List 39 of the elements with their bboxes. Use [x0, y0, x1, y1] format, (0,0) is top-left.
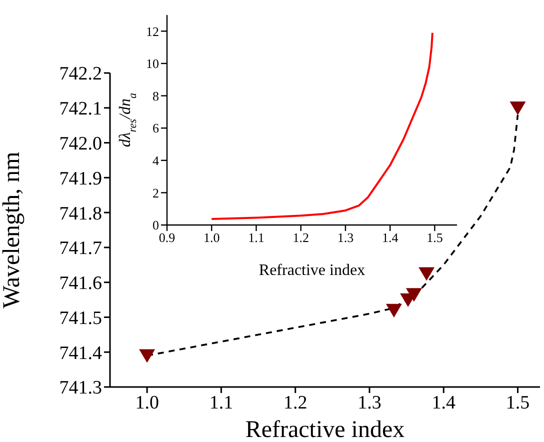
y-tick-label: 741.6 [59, 273, 102, 294]
point [406, 288, 422, 302]
y-tick-label: 6 [152, 120, 160, 136]
x-axis-title: Refractive index [258, 262, 366, 279]
y-tick-label: 742.0 [59, 134, 102, 155]
point [139, 349, 156, 363]
x-tick-label: 1.3 [358, 392, 382, 414]
y-axis-title: Wavelength, nm [0, 151, 26, 308]
y-tick-label: 10 [146, 56, 159, 72]
point [386, 304, 402, 318]
y-tick-label: 741.3 [59, 378, 102, 399]
x-tick-label: 1.5 [506, 392, 530, 414]
x-axis-title: Refractive index [245, 417, 405, 442]
y-tick-label: 742.2 [59, 64, 102, 85]
y-tick-label: 4 [152, 153, 160, 168]
y-tick-label: 8 [152, 88, 159, 104]
x-tick-label: 1.4 [382, 230, 399, 246]
y-tick-label: 0 [152, 218, 159, 233]
x-tick-label: 1.1 [248, 230, 264, 246]
y-tick-label: 742.1 [59, 98, 102, 120]
y-tick-label: 741.8 [59, 203, 102, 224]
y-tick-label: 741.9 [59, 168, 102, 190]
x-tick-label: 1.0 [135, 392, 159, 414]
x-tick-label: 1.4 [432, 392, 456, 414]
x-tick-label: 0.9 [158, 230, 176, 246]
y-tick-label: 741.5 [59, 308, 102, 329]
x-tick-label: 1.1 [209, 392, 234, 414]
line-series [210, 32, 434, 220]
y-tick-label: 2 [152, 185, 159, 200]
y-tick-label: 741.4 [59, 342, 102, 364]
x-tick-label: 1.3 [337, 230, 354, 246]
x-tick-label: 1.2 [283, 392, 308, 414]
y-tick-label: 741.7 [59, 238, 102, 260]
point [510, 101, 526, 116]
y-tick-label: 12 [146, 24, 159, 39]
x-tick-label: 1.0 [203, 230, 220, 246]
x-tick-label: 1.2 [292, 230, 309, 246]
point [418, 267, 435, 281]
x-tick-label: 1.5 [426, 230, 443, 246]
